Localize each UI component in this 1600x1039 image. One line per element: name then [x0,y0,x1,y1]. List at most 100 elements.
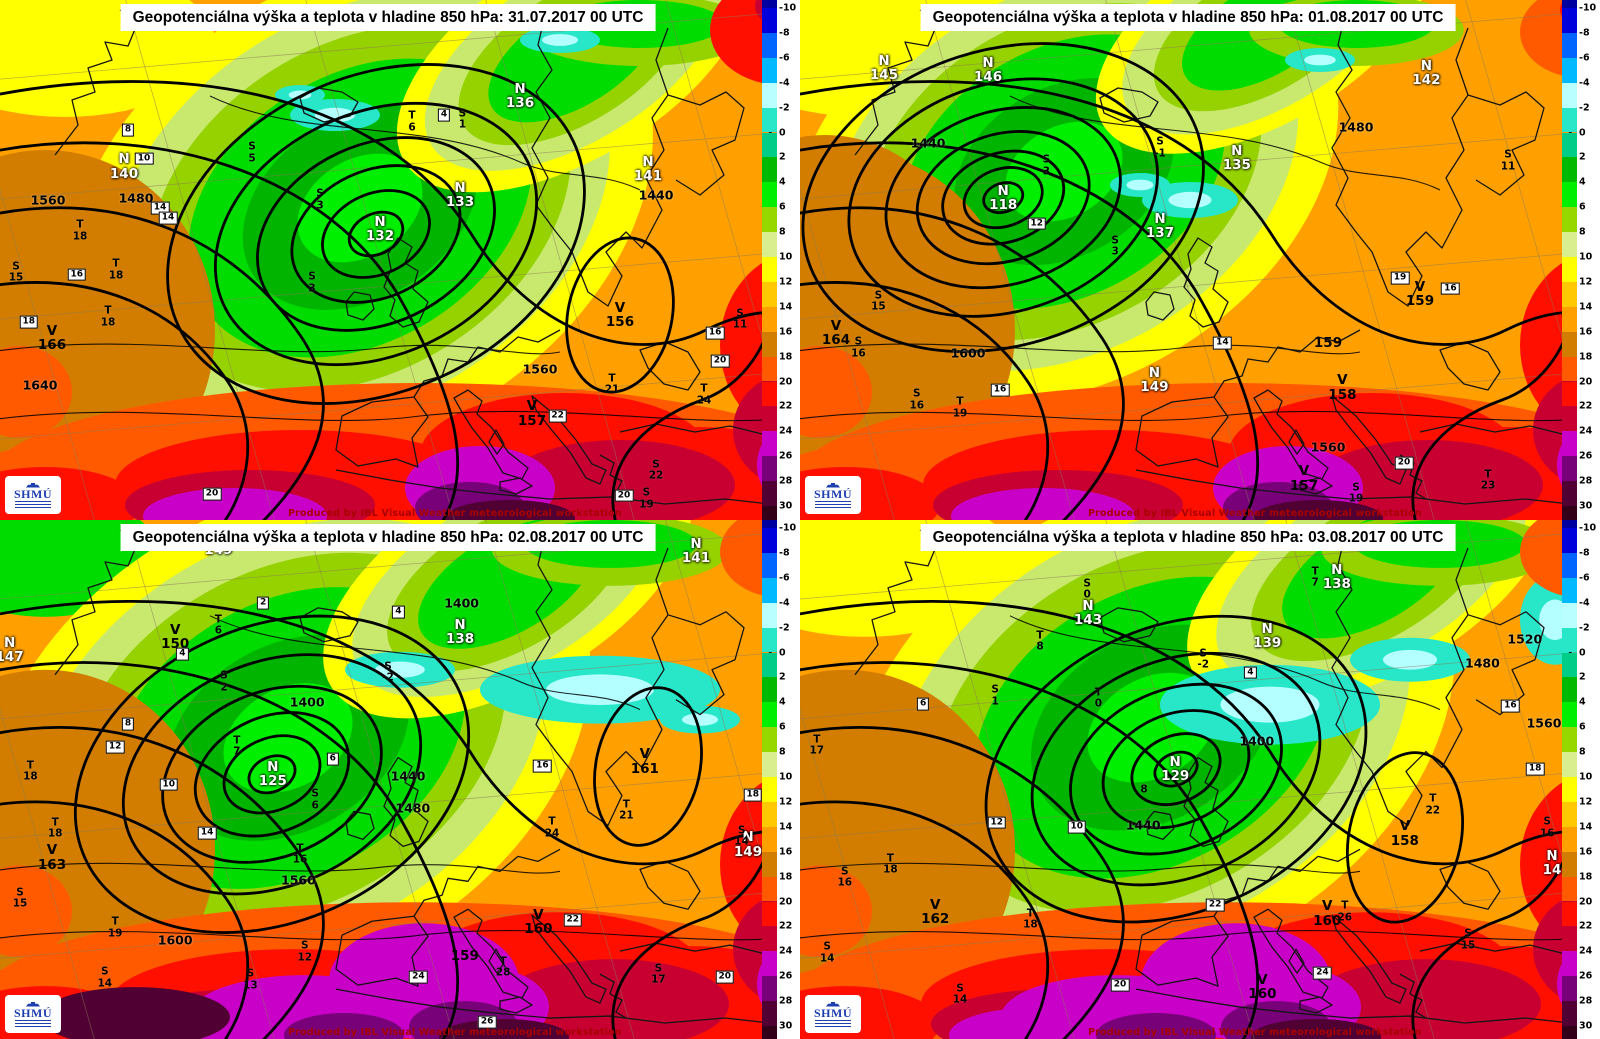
temperature-spot-label: S 11 [1500,148,1516,173]
colorbar-tick: 22 [1579,920,1593,932]
isotherm-value-box: 19 [1390,271,1410,285]
colorbar-tick: 14 [779,821,793,833]
colorbar-tick: -6 [1579,572,1590,584]
low-center-label: N 138 [1322,561,1351,593]
low-center-label: N 136 [505,81,535,112]
isotherm-value-box: 10 [159,778,179,792]
height-contour-label: 1480 [1338,119,1374,135]
colorbar-tick: 20 [779,896,793,907]
colorbar-tick: 8 [779,226,786,238]
colorbar-ticks: -10 -8 -6 -4 -2 0 2 4 6 8 10 12 14 16 18 20 22 24 26 28 30 [1577,0,1600,520]
isotherm-value-box: 22 [1205,898,1225,912]
temperature-spot-label: T 17 [809,733,825,757]
colorbar-tick: 18 [1579,351,1593,363]
colorbar-tick: 30 [779,500,793,512]
colorbar-tick: 26 [1579,450,1593,462]
temperature-spot-label: S 1 [458,107,467,131]
panel-03-08-2017: N 143 N 139 N 138 N 129 V 162 V 158 V 160 N 14 V… [800,520,1600,1039]
high-center-label: V 150 [161,621,190,652]
colorbar-tick: 6 [779,721,786,733]
colorbar-tick: 26 [779,450,793,462]
shmu-logo: SHMÚ [805,476,861,514]
high-center-label: V 162 [921,896,950,927]
colorbar-tick: 2 [779,151,786,163]
map-labels-layer: N 143 N 139 N 138 N 129 V 162 V 158 V 160 N 14 V… [800,520,1600,1039]
colorbar-tick: 22 [1579,400,1593,412]
low-center-label: N 135 [1222,142,1251,173]
panel-title-text: Geopotenciálna výška a teplota v hladine… [932,529,1444,546]
low-center-label: N 14 [1542,847,1562,878]
isotherm-value-box: 16 [533,759,552,773]
colorbar-tick: 18 [779,871,793,883]
high-center-label: V 157 [517,398,547,429]
isotherm-value-box: 20 [1110,978,1130,992]
temperature-spot-label: T 22 [1425,793,1441,817]
isotherm-value-box: 16 [67,268,87,281]
temperature-spot-label: S 22 [648,458,664,482]
colorbar-tick: 26 [779,970,793,982]
isotherm-value-box: 8 [121,717,135,731]
colorbar-tick: 22 [779,400,793,412]
waves-icon [815,1019,851,1027]
isotherm-value-box: 14 [197,827,217,840]
isotherm-value-box: 20 [614,489,634,502]
temperature-spot-label: T 0 [1094,686,1103,711]
height-contour-label: 1560 [1526,715,1562,731]
temperature-spot-label: T 18 [883,852,898,877]
temperature-spot-label: S 0 [1083,577,1091,602]
colorbar-tick: -10 [779,2,797,14]
temperature-spot-label: T 18 [1023,907,1038,931]
temperature-spot-label: S 14 [734,824,749,848]
temperature-colorbar: -10 -8 -6 -4 -2 0 2 4 6 8 10 12 14 16 18 20 22 24 26 28 30 [1562,0,1600,520]
isotherm-value-box: 10 [134,152,154,165]
colorbar-tick: -2 [1579,102,1590,114]
low-center-label: N 145 [869,52,899,83]
low-center-label: N 149 [1140,364,1169,395]
temperature-colorbar: -10 -8 -6 -4 -2 0 2 4 6 8 10 12 14 16 18 20 22 24 26 28 30 [1562,520,1600,1039]
height-contour-label: 1600 [157,932,193,948]
colorbar-ticks: -10 -8 -6 -4 -2 0 2 4 6 8 10 12 14 16 18 20 22 24 26 28 30 [777,520,800,1039]
temperature-spot-label: S 2 [220,670,228,694]
colorbar-tick: 6 [779,201,786,213]
isotherm-value-box: 4 [392,605,405,619]
high-center-label: V 158 [1328,372,1357,403]
colorbar-tick: 0 [1579,127,1586,138]
low-center-label: N 142 [1412,57,1441,88]
temperature-spot-label: T 21 [619,798,634,822]
low-center-label: N 140 [109,151,139,182]
panel-31-07-2017: N 140 N 132 N 133 N 136 N 141 V 166 V 156 V 157… [0,0,800,520]
colorbar-tick: 8 [1579,226,1586,238]
colorbar-tick: -4 [779,597,790,609]
shmu-logo-text: SHMÚ [814,1005,852,1020]
isotherm-value-box: 6 [917,697,930,711]
colorbar-tick: 18 [1579,871,1593,883]
isotherm-value-box: 16 [990,383,1010,397]
high-center-label: V 159 [1405,278,1435,309]
colorbar-tick: 28 [1579,475,1593,487]
colorbar-tick: -6 [1579,52,1590,64]
temperature-spot-label: S 14 [819,941,835,965]
shmu-logo: SHMÚ [805,995,861,1033]
height-contour-label: 1440 [1125,817,1161,833]
isotherm-value-box: 2 [257,596,270,610]
high-center-label: 159 [450,947,479,964]
high-center-label: V 161 [630,746,659,777]
panel-01-08-2017: N 145 N 146 N 118 N 135 N 137 N 142 N 149 V 164… [800,0,1600,520]
colorbar-tick: 16 [779,846,793,858]
panel-title-text: Geopotenciálna výška a teplota v hladine… [132,529,644,546]
temperature-spot-label: S 16 [837,865,853,890]
colorbar-tick: 10 [1579,771,1593,783]
colorbar-tick: 4 [1579,176,1586,188]
temperature-spot-label: S 15 [1460,928,1476,952]
temperature-spot-label: T 16 [292,842,308,866]
height-contour-label: 1560 [30,192,66,208]
colorbar-tick: -8 [1579,547,1590,559]
isotherm-value-box: 16 [1501,699,1520,713]
isotherm-value-box: 20 [710,354,730,368]
waves-icon [815,500,851,508]
temperature-spot-label: T 18 [23,759,38,783]
temperature-spot-label: S 17 [651,962,666,987]
panel-title: Geopotenciálna výška a teplota v hladine… [920,4,1456,31]
height-contour-label: 1440 [390,768,426,784]
